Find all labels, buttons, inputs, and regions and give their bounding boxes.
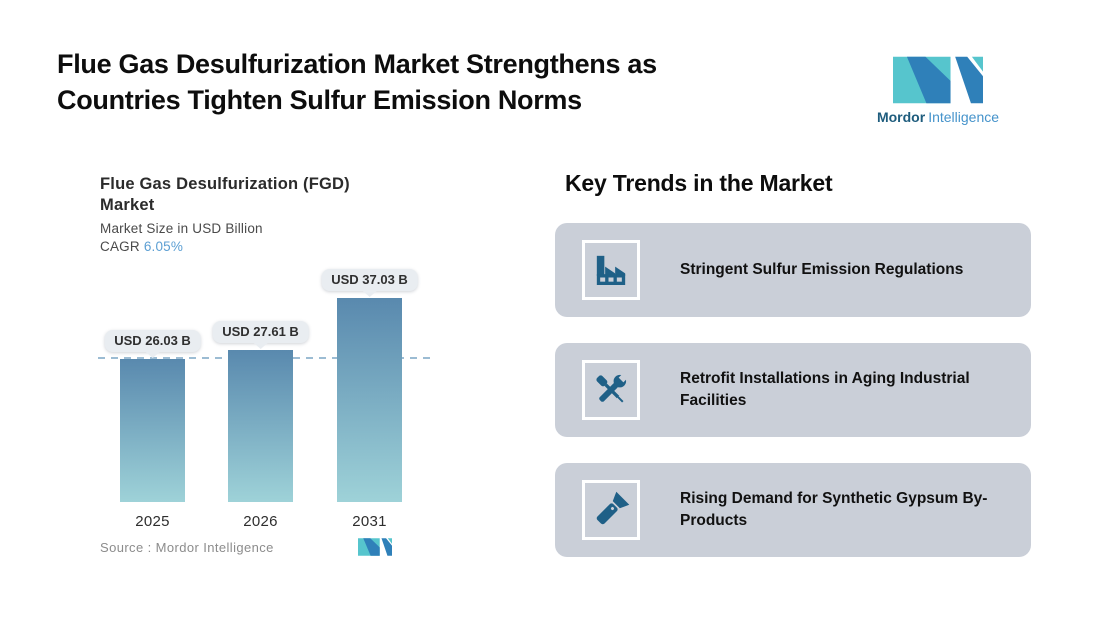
value-callout-2025: USD 26.03 B bbox=[104, 330, 201, 352]
trend-card-label: Stringent Sulfur Emission Regulations bbox=[680, 261, 964, 278]
brand-name-light: Intelligence bbox=[928, 109, 1000, 125]
bar-2026: USD 27.61 B bbox=[212, 321, 309, 502]
value-callout-2026: USD 27.61 B bbox=[212, 321, 309, 343]
page-title-line1: Flue Gas Desulfurization Market Strength… bbox=[57, 49, 657, 79]
chart-subtitle: Market Size in USD Billion bbox=[100, 221, 263, 236]
brand-name: Mordor Intelligence bbox=[877, 109, 999, 125]
trend-card-label: Rising Demand for Synthetic Gypsum By-Pr… bbox=[680, 490, 988, 529]
bar-chart: USD 26.03 B 2025 USD 27.61 B 2026 USD 37… bbox=[98, 260, 432, 530]
mordor-mini-logo-icon bbox=[358, 538, 392, 556]
page-title-line2: Countries Tighten Sulfur Emission Norms bbox=[57, 85, 582, 115]
mordor-intelligence-logo-icon bbox=[893, 56, 983, 104]
source-label: Source : Mordor Intelligence bbox=[100, 539, 274, 555]
axis-label-2025: 2025 bbox=[135, 513, 170, 530]
bar-2025: USD 26.03 B bbox=[104, 330, 201, 502]
flashlight-icon bbox=[596, 491, 630, 525]
page-title: Flue Gas Desulfurization Market Strength… bbox=[57, 46, 657, 118]
brand-name-bold: Mordor bbox=[876, 109, 926, 125]
chart-header: Flue Gas Desulfurization (FGD) Market Ma… bbox=[100, 174, 430, 254]
brand-logo: Mordor Intelligence bbox=[873, 56, 1003, 125]
chart-cagr: CAGR 6.05% bbox=[100, 239, 430, 254]
icon-tile bbox=[582, 480, 640, 540]
axis-label-2026: 2026 bbox=[243, 513, 278, 530]
chart-title-line2: Market bbox=[100, 196, 155, 214]
icon-tile bbox=[582, 240, 640, 300]
bar-2031: USD 37.03 B bbox=[321, 269, 418, 502]
trend-cards: Stringent Sulfur Emission Regulations bbox=[555, 223, 1031, 583]
axis-label-2031: 2031 bbox=[352, 513, 387, 530]
trends-heading: Key Trends in the Market bbox=[565, 170, 833, 196]
chart-title-line1: Flue Gas Desulfurization (FGD) bbox=[100, 175, 350, 193]
trend-card-regulations: Stringent Sulfur Emission Regulations bbox=[555, 223, 1031, 317]
trend-card-retrofit: Retrofit Installations in Aging Industri… bbox=[555, 343, 1031, 437]
tools-icon bbox=[596, 373, 628, 403]
cagr-value: 6.05% bbox=[143, 239, 184, 254]
trend-card-gypsum: Rising Demand for Synthetic Gypsum By-Pr… bbox=[555, 463, 1031, 557]
chart-title: Flue Gas Desulfurization (FGD) Market bbox=[100, 174, 430, 216]
bar-group-2026: USD 27.61 B 2026 bbox=[212, 260, 309, 530]
bar-group-2031: USD 37.03 B 2031 bbox=[321, 260, 418, 530]
icon-tile bbox=[582, 360, 640, 420]
cagr-label: CAGR bbox=[100, 239, 140, 254]
source-row: Source : Mordor Intelligence bbox=[100, 536, 392, 558]
factory-icon bbox=[596, 255, 626, 285]
value-callout-2031: USD 37.03 B bbox=[321, 269, 418, 291]
trend-card-label: Retrofit Installations in Aging Industri… bbox=[680, 370, 970, 409]
bar-group-2025: USD 26.03 B 2025 bbox=[104, 260, 201, 530]
